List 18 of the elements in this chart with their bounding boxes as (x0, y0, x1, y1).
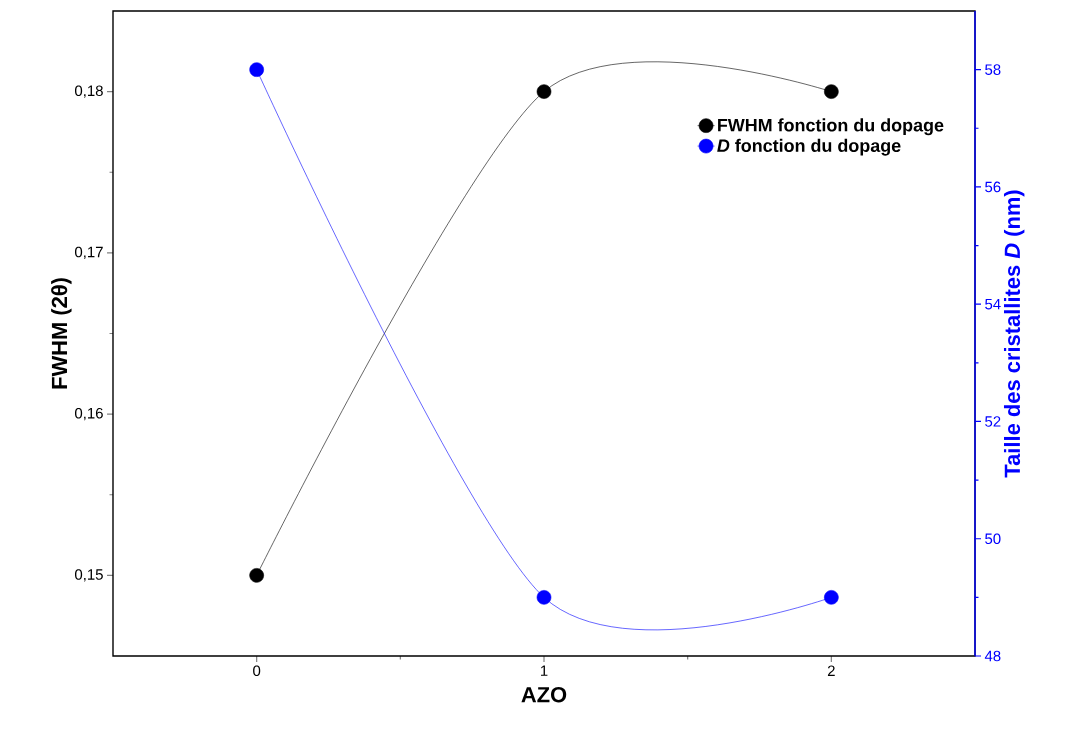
y2-tick-label: 58 (985, 64, 1001, 75)
y-tick-label: 0,15 (75, 569, 103, 582)
y2-tick-label: 48 (984, 650, 1001, 662)
y-tick-label: 0,18 (75, 85, 103, 98)
x-tick-label: 2 (827, 665, 835, 676)
y2-tick-label: 54 (985, 298, 1001, 310)
legend-label: FWHM fonction du dopage (718, 118, 944, 136)
y2-tick-label: 50 (985, 533, 1001, 545)
y-axis-title: FWHM (2θ) (51, 278, 72, 389)
y-tick-label: 0,17 (75, 246, 103, 260)
legend-label: D fonction du dopage (717, 138, 901, 156)
y2-tick-label: 56 (985, 181, 1001, 193)
x-tick-label: 0 (253, 665, 261, 677)
x-tick-label: 1 (540, 665, 548, 676)
x-axis-title: AZO (521, 686, 567, 703)
y2-tick-label: 52 (985, 416, 1001, 427)
y-tick-label: 0,16 (75, 407, 103, 421)
y2-axis-title: Taille des cristallites D (nm) (1003, 190, 1025, 478)
